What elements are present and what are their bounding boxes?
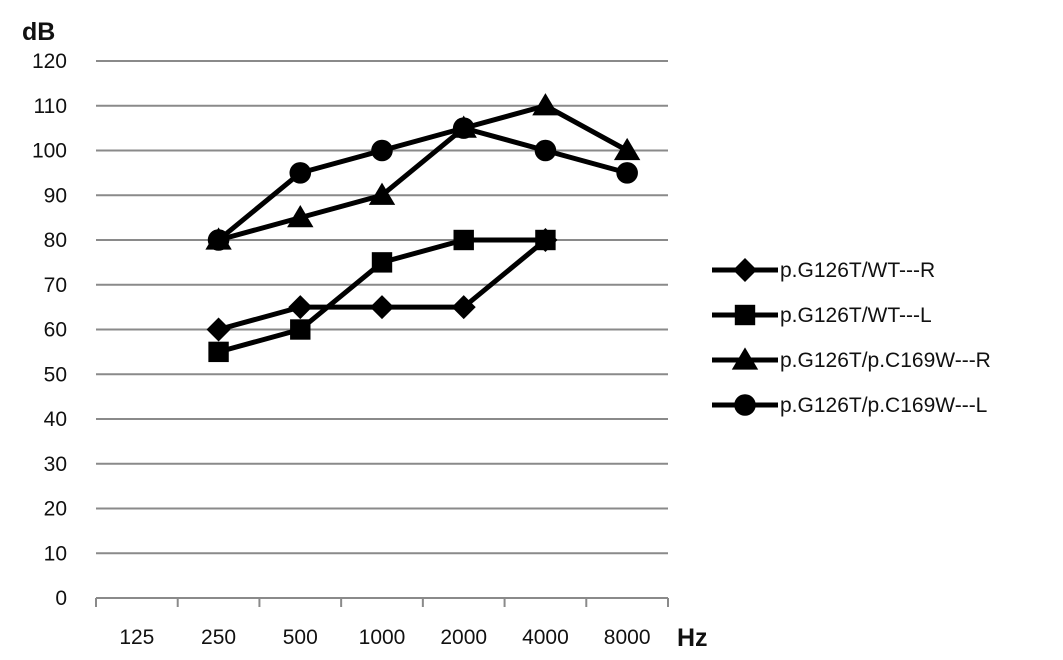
legend-label: p.G126T/p.C169W---R xyxy=(780,349,991,372)
y-axis-title: dB xyxy=(22,18,55,46)
data-point xyxy=(534,139,557,162)
legend-entry: p.G126T/p.C169W---L xyxy=(712,394,987,417)
y-tick-label: 120 xyxy=(32,50,67,73)
legend-label: p.G126T/p.C169W---L xyxy=(780,394,987,417)
data-point xyxy=(368,182,396,205)
y-tick-label: 40 xyxy=(44,408,67,431)
data-point xyxy=(370,295,394,320)
y-tick-label: 0 xyxy=(55,587,67,610)
y-tick-label: 90 xyxy=(44,184,67,207)
legend-marker xyxy=(734,394,756,416)
y-tick-label: 110 xyxy=(34,95,67,118)
data-point xyxy=(206,317,231,342)
legend-marker xyxy=(733,258,757,282)
x-axis-title: Hz xyxy=(677,624,708,652)
data-point xyxy=(371,252,393,273)
series-circle xyxy=(207,117,638,251)
data-point xyxy=(452,117,475,139)
legend-label: p.G126T/WT---L xyxy=(780,304,932,327)
legend-label: p.G126T/WT---R xyxy=(780,259,935,282)
x-axis xyxy=(95,597,669,607)
data-point xyxy=(616,162,638,184)
y-tick-label: 60 xyxy=(44,319,67,342)
series-triangle xyxy=(205,93,641,250)
series-layer xyxy=(205,93,641,363)
legend-entry: p.G126T/WT---R xyxy=(712,258,935,282)
y-tick-label: 80 xyxy=(44,229,67,252)
data-point xyxy=(287,205,314,228)
y-tick-label: 30 xyxy=(44,453,67,476)
legend-entry: p.G126T/WT---L xyxy=(712,304,932,327)
data-point xyxy=(532,93,559,116)
series-line xyxy=(216,125,628,242)
y-tick-label: 70 xyxy=(44,274,67,297)
x-tick-label: 2000 xyxy=(440,626,487,649)
y-tick-labels: 0 10 20 30 40 50 60 70 80 90 100 110 120 xyxy=(32,50,67,610)
data-point xyxy=(290,319,311,340)
x-tick-label: 8000 xyxy=(604,626,651,649)
y-tick-label: 50 xyxy=(44,363,67,386)
series-square xyxy=(208,229,556,363)
x-tick-label: 1000 xyxy=(359,626,406,649)
y-tick-label: 10 xyxy=(44,542,67,565)
data-point xyxy=(208,341,229,363)
data-point xyxy=(451,295,476,320)
x-tick-label: 500 xyxy=(283,626,318,649)
legend-entry: p.G126T/p.C169W---R xyxy=(712,347,991,372)
legend-marker xyxy=(734,304,756,326)
series-line xyxy=(217,103,629,243)
data-point xyxy=(613,137,641,161)
data-point xyxy=(535,229,556,251)
data-point xyxy=(288,295,313,320)
legend: p.G126T/WT---R p.G126T/WT---L p.G126T/p.C1… xyxy=(712,258,991,417)
x-tick-label: 125 xyxy=(119,626,154,649)
legend-marker xyxy=(731,347,759,370)
data-point xyxy=(289,162,312,184)
data-point xyxy=(207,229,230,251)
y-tick-label: 20 xyxy=(44,498,67,521)
x-tick-label: 250 xyxy=(201,626,236,649)
data-point xyxy=(371,139,393,162)
y-tick-label: 100 xyxy=(32,140,67,163)
data-point xyxy=(453,229,474,251)
x-tick-label: 4000 xyxy=(522,626,569,649)
x-tick-labels: 125 250 500 1000 2000 4000 8000 xyxy=(119,626,650,649)
